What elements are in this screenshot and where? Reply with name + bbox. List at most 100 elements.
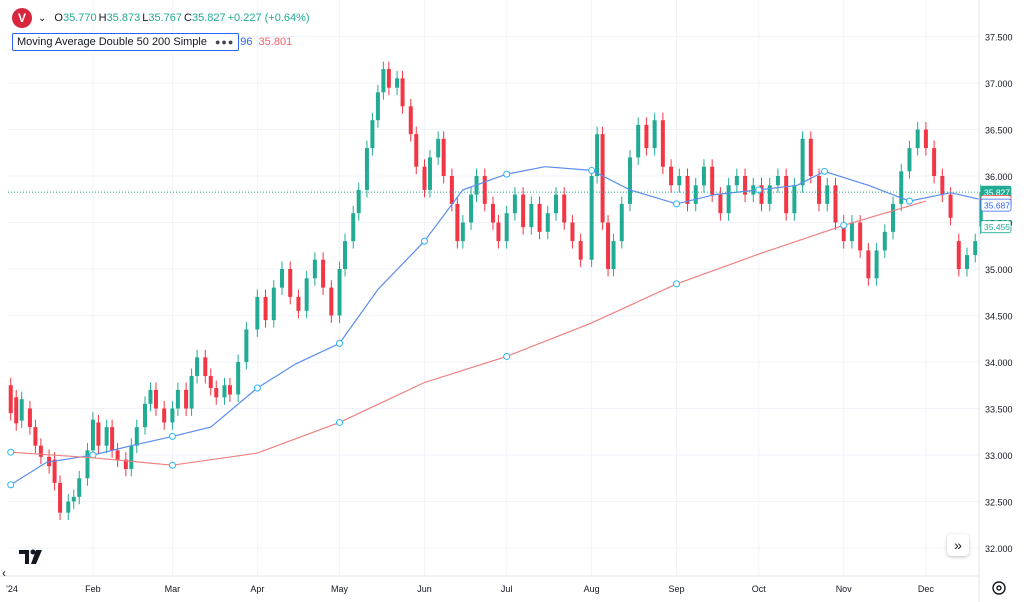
- candle: [932, 140, 937, 184]
- y-tick-label: 33.000: [985, 451, 1013, 461]
- ma-point: [336, 418, 344, 426]
- ma-point: [168, 461, 176, 469]
- candle-body: [685, 176, 690, 204]
- candle-body: [449, 176, 454, 204]
- y-tick-label: 32.000: [985, 544, 1013, 554]
- candle: [858, 215, 863, 258]
- candle: [482, 168, 487, 212]
- chevron-down-icon[interactable]: ⌄: [38, 12, 47, 24]
- candle: [123, 452, 128, 477]
- candle: [143, 396, 147, 435]
- candle-body: [562, 194, 567, 223]
- candle: [90, 412, 95, 458]
- candle-body: [767, 185, 772, 204]
- candle: [636, 117, 641, 165]
- scroll-left-icon[interactable]: ‹: [2, 566, 6, 580]
- candle: [414, 126, 419, 175]
- candle: [27, 401, 32, 435]
- candle: [726, 177, 731, 221]
- candle-body: [71, 496, 76, 502]
- candle-body: [280, 269, 284, 288]
- candle: [792, 177, 797, 221]
- time-axis[interactable]: '24 Feb Mar Apr May Jun Jul Aug Sep Oct Nov Dec: [6, 584, 934, 594]
- candle: [899, 163, 904, 212]
- candle-body: [408, 106, 413, 135]
- price-axis[interactable]: 32.000 32.500 33.000 33.500 34.000 34.500 35.0…: [985, 33, 1013, 555]
- price-tag: 35.455: [980, 220, 1012, 234]
- candle-body: [652, 120, 657, 149]
- candle: [504, 205, 509, 249]
- x-tick-label: Dec: [918, 584, 935, 594]
- ma-point: [588, 166, 596, 174]
- symbol-logo[interactable]: V: [12, 8, 32, 28]
- ma-point: [420, 237, 428, 245]
- candle-body: [441, 138, 446, 176]
- candle-body: [529, 203, 534, 228]
- candle-body: [162, 408, 167, 423]
- high-key: H: [98, 12, 107, 24]
- y-tick-label: 36.000: [985, 172, 1013, 182]
- candle: [644, 117, 649, 156]
- open-value: 35.770: [62, 12, 97, 24]
- candle: [436, 131, 441, 165]
- candle: [784, 168, 789, 221]
- candle: [833, 177, 838, 230]
- moving-average-lines: [7, 166, 996, 489]
- candle-body: [263, 296, 268, 321]
- candle-body: [600, 134, 605, 223]
- candle-body: [825, 185, 830, 204]
- candle: [33, 419, 38, 454]
- candle: [554, 187, 558, 221]
- settings-gear-icon[interactable]: [990, 579, 1008, 597]
- candle: [148, 382, 153, 412]
- candle-body: [874, 250, 879, 279]
- candle: [222, 377, 227, 405]
- candle-body: [611, 241, 616, 269]
- ma-point: [821, 167, 829, 175]
- candle: [115, 442, 120, 468]
- candle-body: [537, 203, 542, 232]
- candle: [578, 233, 583, 268]
- candle: [85, 442, 90, 486]
- candle-body: [143, 403, 147, 428]
- more-dots-icon[interactable]: ●●●: [214, 36, 235, 47]
- candle: [849, 215, 854, 249]
- candle: [195, 349, 200, 384]
- candle: [469, 187, 474, 230]
- candle: [627, 149, 632, 212]
- candle-body: [882, 231, 887, 251]
- scroll-to-realtime-button[interactable]: »: [947, 534, 969, 556]
- candle-body: [554, 194, 558, 214]
- candle-body: [8, 385, 13, 414]
- candle: [808, 131, 813, 184]
- candle: [973, 233, 978, 263]
- tradingview-logo-icon[interactable]: [17, 545, 45, 569]
- candle-body: [800, 138, 805, 186]
- candle: [71, 489, 76, 509]
- candle-body: [496, 222, 501, 242]
- candle: [208, 368, 213, 396]
- candle: [600, 126, 605, 230]
- candle-body: [271, 287, 276, 321]
- y-tick-label: 36.500: [985, 126, 1013, 136]
- candle: [77, 470, 82, 505]
- candle: [203, 349, 208, 384]
- x-tick-label: Feb: [85, 584, 101, 594]
- candle-body: [14, 397, 19, 424]
- candle: [66, 494, 71, 521]
- candle-body: [606, 222, 611, 269]
- ohlc-legend: V ⌄ O 35.770 H 35.873 L 35.767 C 35.827 …: [12, 8, 312, 28]
- candle: [427, 149, 432, 198]
- indicator-title-box[interactable]: Moving Average Double 50 200 Simple ●●●: [12, 32, 240, 51]
- candle: [490, 196, 495, 230]
- candle: [882, 224, 887, 258]
- candle: [271, 280, 276, 328]
- candle-body: [38, 445, 43, 457]
- candle-body: [427, 157, 432, 190]
- candle-body: [395, 78, 400, 88]
- candle: [891, 196, 896, 240]
- ma-point: [503, 352, 511, 360]
- ma-point: [168, 432, 176, 440]
- y-tick-label: 34.000: [985, 358, 1013, 368]
